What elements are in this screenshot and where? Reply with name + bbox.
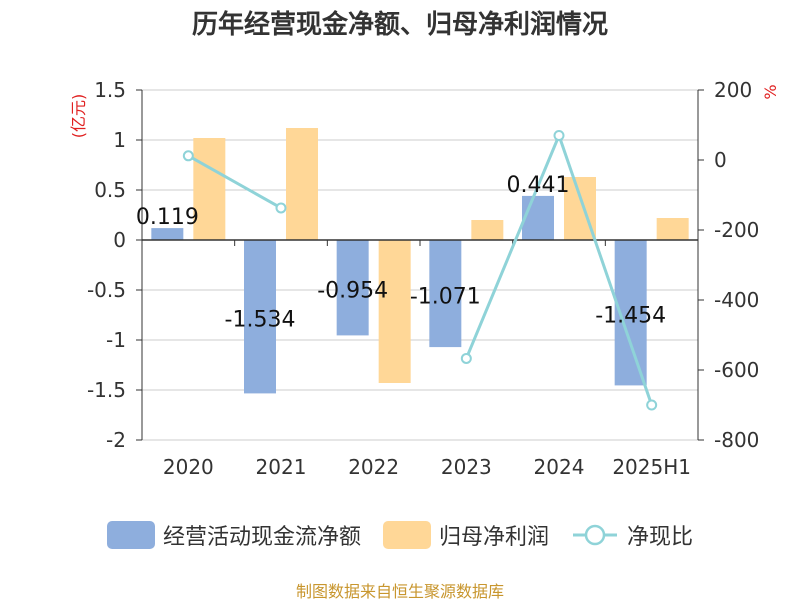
- legend-label-net-profit: 归母净利润: [438, 525, 549, 550]
- legend-swatch-ratio: [573, 524, 617, 546]
- y-left-tick-label: 0.5: [94, 178, 126, 202]
- source-note: 制图数据来自恒生聚源数据库: [295, 582, 504, 601]
- x-tick-label: 2020: [163, 455, 214, 479]
- tick-labels: 1.5 1 0.5 0 -0.5 -1 -1.5 -2 200 0 -200 -400 -600 -800…: [69, 78, 780, 479]
- bar-net-profit: [656, 218, 689, 240]
- x-tick-label: 2023: [441, 455, 492, 479]
- x-tick-label: 2025H1: [612, 455, 691, 479]
- y-left-tick-label: 0: [113, 228, 126, 252]
- ratio-point: [553, 130, 565, 141]
- y-right-tick-label: -600: [714, 358, 759, 382]
- legend-label-ratio: 净现比: [627, 525, 694, 550]
- data-labels: 0.119 -1.534 -0.954 -1.071 0.441 -1.454: [136, 173, 666, 333]
- bar-net-profit: [471, 220, 504, 240]
- grid-lines: [142, 89, 698, 441]
- legend-label-cashflow: 经营活动现金流净额: [162, 525, 361, 550]
- ratio-point: [182, 150, 194, 162]
- bar-value-label: -1.534: [225, 308, 296, 333]
- y-right-unit-label: %: [761, 84, 780, 99]
- ratio-point: [460, 352, 472, 364]
- y-right-tick-label: -200: [714, 218, 759, 242]
- bar-cashflow: [336, 240, 369, 336]
- ratio-point: [646, 399, 658, 411]
- bar-value-label: -1.454: [595, 304, 666, 329]
- legend: 经营活动现金流净额 归母净利润 净现比: [0, 518, 800, 552]
- x-tick-label: 2021: [256, 455, 307, 479]
- ratio-line: [182, 130, 658, 411]
- bar-cashflow: [151, 228, 184, 240]
- bar-net-profit: [286, 128, 318, 240]
- y-right-tick-label: 200: [714, 78, 752, 102]
- y-left-unit-label: (亿元): [69, 94, 88, 139]
- y-left-tick-label: -0.5: [87, 278, 126, 302]
- y-left-tick-label: 1.5: [94, 78, 126, 102]
- bar-value-label: 0.119: [136, 205, 199, 230]
- y-left-tick-label: 1: [113, 128, 126, 152]
- y-right-tick-label: -400: [714, 288, 759, 312]
- bar-cashflow: [429, 240, 462, 348]
- chart-title: 历年经营现金净额、归母净利润情况: [191, 10, 608, 40]
- bar-value-label: -0.954: [317, 279, 388, 304]
- y-right-tick-label: -800: [714, 428, 759, 452]
- y-left-tick-label: -2: [106, 428, 126, 452]
- bar-cashflow: [244, 240, 276, 394]
- legend-item-cashflow[interactable]: 经营活动现金流净额: [106, 519, 361, 551]
- bar-net-profit: [193, 138, 226, 240]
- y-right-tick-label: 0: [714, 148, 727, 172]
- legend-item-ratio[interactable]: 净现比: [571, 519, 693, 551]
- bar-cashflow: [522, 195, 554, 240]
- legend-item-net-profit[interactable]: 归母净利润: [382, 519, 549, 551]
- x-tick-label: 2024: [534, 455, 585, 479]
- ratio-point: [275, 202, 287, 214]
- y-left-tick-label: -1.5: [87, 378, 126, 402]
- legend-swatch-cashflow: [106, 521, 155, 549]
- axes: [136, 89, 704, 441]
- ratio-line-segment: [187, 154, 282, 210]
- bar-net-profit: [378, 240, 411, 383]
- legend-swatch-net-profit: [382, 521, 431, 549]
- x-tick-label: 2022: [348, 455, 399, 479]
- y-left-tick-label: -1: [106, 328, 126, 352]
- bars: [151, 128, 689, 394]
- bar-value-label: -1.071: [410, 285, 481, 310]
- bar-value-label: 0.441: [507, 173, 570, 198]
